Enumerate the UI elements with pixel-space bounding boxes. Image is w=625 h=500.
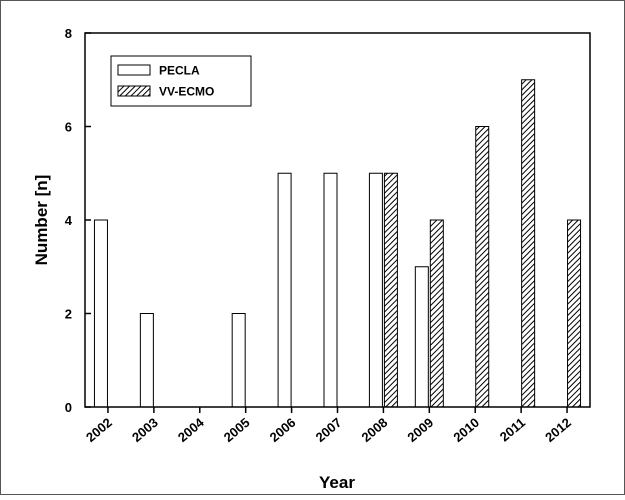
y-axis-ticks: 0 2 4 6 8	[65, 26, 91, 415]
bar-pecla-2006	[277, 172, 292, 408]
bar-pecla-2009	[414, 266, 429, 408]
legend-box	[110, 55, 252, 107]
y-tick-label: 0	[65, 400, 72, 415]
bar-pecla-2002	[93, 219, 108, 408]
bars	[93, 79, 582, 408]
legend: PECLA VV-ECMO	[110, 55, 252, 107]
x-axis-label: Year	[319, 473, 355, 492]
y-tick-label: 2	[65, 307, 72, 322]
bar-vv-ecmo-2010	[475, 126, 490, 408]
bar-vv-ecmo-2008	[383, 172, 398, 408]
bar-vv-ecmo-2012	[567, 219, 582, 408]
bar-pecla-2005	[231, 313, 246, 408]
bar-pecla-2007	[323, 172, 338, 408]
y-axis-label: Number [n]	[32, 175, 51, 266]
legend-swatch-vv-ecmo	[117, 85, 151, 97]
bar-pecla-2008	[368, 172, 383, 408]
bar-pecla-2003	[139, 313, 154, 408]
legend-label-pecla: PECLA	[159, 64, 200, 78]
y-tick-label: 8	[65, 26, 72, 41]
legend-label-vv-ecmo: VV-ECMO	[159, 85, 214, 99]
bar-vv-ecmo-2009	[429, 219, 444, 408]
y-tick-label: 4	[65, 213, 73, 228]
y-tick-label: 6	[65, 120, 72, 135]
bar-vv-ecmo-2011	[521, 79, 536, 408]
legend-swatch-pecla	[117, 64, 151, 76]
